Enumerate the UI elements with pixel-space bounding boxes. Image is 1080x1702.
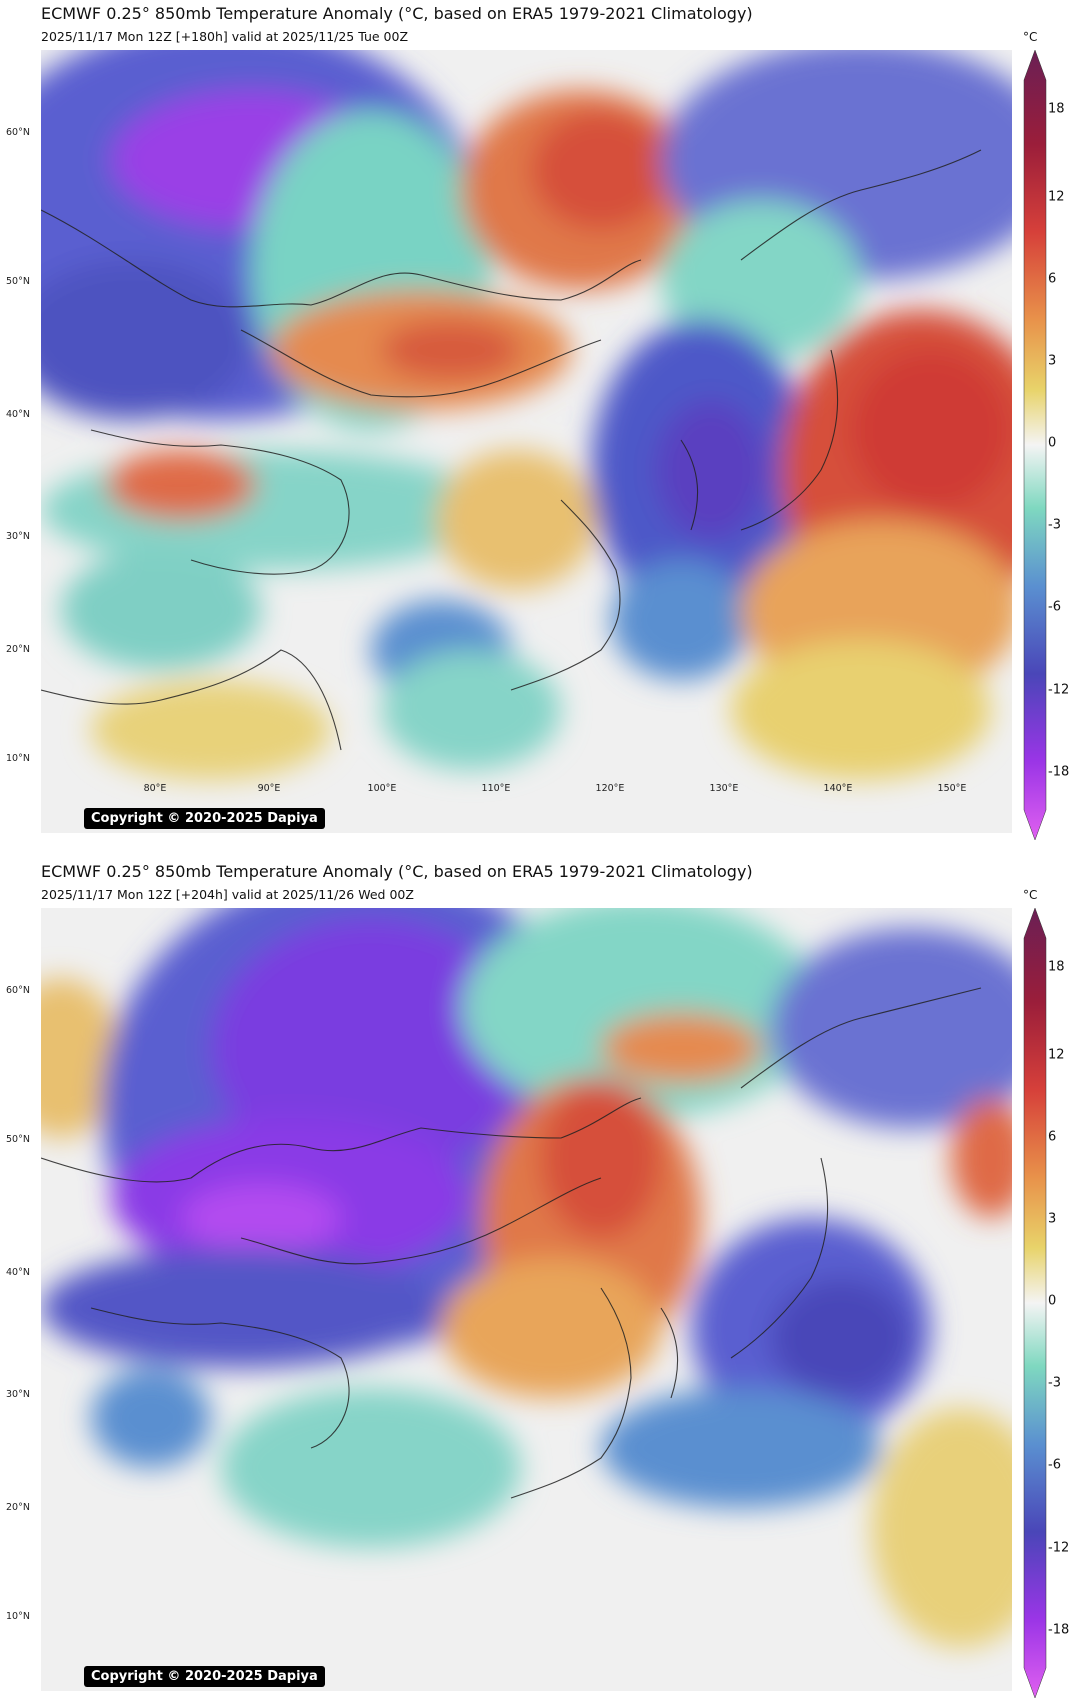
colorbar-tick: 0 — [1048, 435, 1057, 451]
lat-label: 50°N — [6, 1134, 30, 1145]
colorbar-tick: 12 — [1048, 1047, 1065, 1063]
lat-label: 50°N — [6, 276, 30, 287]
lat-label: 30°N — [6, 1389, 30, 1400]
colorbar-tick: -6 — [1048, 599, 1061, 615]
map-subtitle: 2025/11/17 Mon 12Z [+204h] valid at 2025… — [41, 887, 414, 902]
colorbar-gradient — [1023, 49, 1047, 841]
colorbar-tick: -18 — [1048, 1622, 1070, 1638]
colorbar-tick: -18 — [1048, 764, 1070, 780]
lat-label: 40°N — [6, 1267, 30, 1278]
colorbar-tick: -6 — [1048, 1457, 1061, 1473]
colorbar-tick: 6 — [1048, 271, 1057, 287]
map-subtitle: 2025/11/17 Mon 12Z [+180h] valid at 2025… — [41, 29, 409, 44]
map-title: ECMWF 0.25° 850mb Temperature Anomaly (°… — [41, 862, 753, 881]
anomaly-map-top: Copyright © 2020-2025 Dapiya — [41, 50, 1012, 833]
colorbar-tick: 0 — [1048, 1293, 1057, 1309]
lon-label: 120°E — [595, 783, 625, 794]
coastline-kamchatka — [740, 987, 982, 1089]
warm-anomaly-tarim — [106, 450, 256, 520]
lat-label: 10°N — [6, 1611, 30, 1622]
colorbar-unit: °C — [1023, 888, 1038, 902]
coastline-india — [41, 649, 342, 751]
lon-label: 110°E — [481, 783, 511, 794]
map-title: ECMWF 0.25° 850mb Temperature Anomaly (°… — [41, 4, 753, 23]
lon-label: 150°E — [937, 783, 967, 794]
anomaly-map-bottom: Copyright © 2020-2025 Dapiya — [41, 908, 1012, 1691]
colorbar — [1022, 49, 1080, 841]
lon-label: 140°E — [823, 783, 853, 794]
lat-label: 30°N — [6, 531, 30, 542]
border-russia-kazakhstan — [41, 1097, 642, 1183]
map-panel-top: ECMWF 0.25° 850mb Temperature Anomaly (°… — [0, 0, 1080, 841]
border-russia-kazakhstan — [41, 209, 642, 308]
colorbar-tick: -3 — [1048, 517, 1061, 533]
lon-label: 90°E — [257, 783, 281, 794]
copyright-badge: Copyright © 2020-2025 Dapiya — [84, 1666, 325, 1687]
border-china-west — [90, 429, 350, 575]
border-mongolia — [240, 329, 602, 398]
colorbar-tick: 12 — [1048, 189, 1065, 205]
colorbar-tick: -3 — [1048, 1375, 1061, 1391]
coastline-china — [510, 499, 621, 691]
lon-label: 80°E — [143, 783, 167, 794]
colorbar-tick: 3 — [1048, 1211, 1057, 1227]
coastline-korea-japan — [680, 349, 839, 531]
lat-label: 60°N — [6, 985, 30, 996]
colorbar-tick: 3 — [1048, 353, 1057, 369]
lat-label: 60°N — [6, 127, 30, 138]
colorbar-tick: -12 — [1048, 1540, 1070, 1556]
border-china-west — [90, 1307, 350, 1449]
copyright-badge: Copyright © 2020-2025 Dapiya — [84, 808, 325, 829]
lat-label: 40°N — [6, 409, 30, 420]
lat-label: 10°N — [6, 753, 30, 764]
colorbar-tick: -12 — [1048, 682, 1070, 698]
lon-label: 100°E — [367, 783, 397, 794]
lat-label: 20°N — [6, 644, 30, 655]
colorbar-gradient — [1023, 907, 1047, 1699]
lon-label: 130°E — [709, 783, 739, 794]
colorbar-unit: °C — [1023, 30, 1038, 44]
border-mongolia — [240, 1177, 602, 1265]
coastline-china — [510, 1287, 632, 1499]
colorbar-tick: 6 — [1048, 1129, 1057, 1145]
lat-label: 20°N — [6, 1502, 30, 1513]
colorbar-tick: 18 — [1048, 959, 1065, 975]
map-panel-bottom: ECMWF 0.25° 850mb Temperature Anomaly (°… — [0, 858, 1080, 1699]
colorbar-tick: 18 — [1048, 101, 1065, 117]
coastline-korea-japan — [660, 1157, 829, 1399]
coastline-kamchatka — [740, 149, 982, 261]
